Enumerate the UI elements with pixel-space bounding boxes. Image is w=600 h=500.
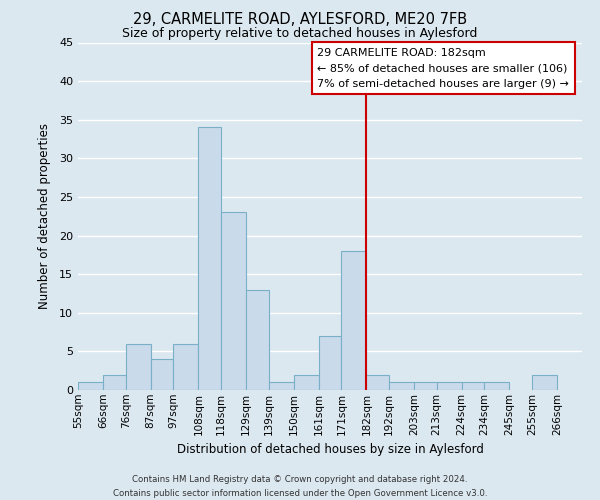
Y-axis label: Number of detached properties: Number of detached properties	[38, 123, 50, 309]
Bar	[341, 251, 367, 390]
Bar	[173, 344, 199, 390]
Bar	[367, 374, 389, 390]
Text: 29, CARMELITE ROAD, AYLESFORD, ME20 7FB: 29, CARMELITE ROAD, AYLESFORD, ME20 7FB	[133, 12, 467, 28]
Bar	[461, 382, 484, 390]
Bar	[246, 290, 269, 390]
Bar	[293, 374, 319, 390]
Text: 29 CARMELITE ROAD: 182sqm
← 85% of detached houses are smaller (106)
7% of semi-: 29 CARMELITE ROAD: 182sqm ← 85% of detac…	[317, 48, 569, 89]
Bar	[78, 382, 103, 390]
Bar	[414, 382, 437, 390]
Bar	[484, 382, 509, 390]
Text: Contains HM Land Registry data © Crown copyright and database right 2024.
Contai: Contains HM Land Registry data © Crown c…	[113, 476, 487, 498]
Bar	[151, 359, 173, 390]
Bar	[125, 344, 151, 390]
Bar	[389, 382, 414, 390]
Bar	[199, 128, 221, 390]
Bar	[269, 382, 293, 390]
Bar	[532, 374, 557, 390]
Bar	[319, 336, 341, 390]
Bar	[103, 374, 125, 390]
Text: Size of property relative to detached houses in Aylesford: Size of property relative to detached ho…	[122, 28, 478, 40]
X-axis label: Distribution of detached houses by size in Aylesford: Distribution of detached houses by size …	[176, 443, 484, 456]
Bar	[221, 212, 246, 390]
Bar	[437, 382, 461, 390]
